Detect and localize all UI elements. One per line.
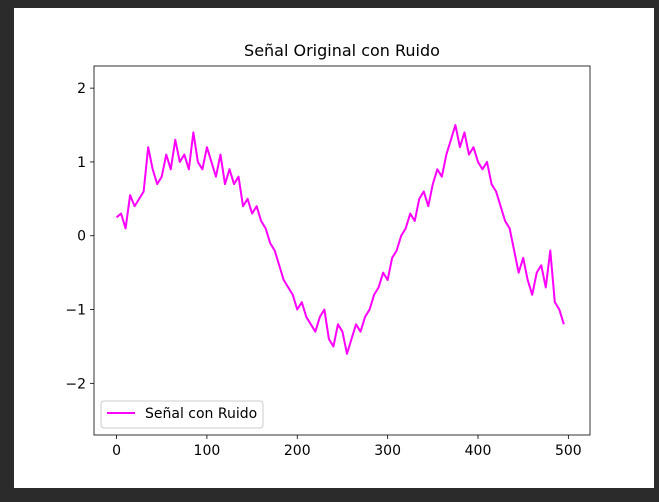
y-tick-label: −2 [65, 376, 86, 392]
chart-figure: 0 100 200 300 400 500 −2 −1 0 1 2 Señal Original … [14, 8, 654, 488]
legend: Señal con Ruido [100, 400, 264, 429]
x-tick-label: 200 [284, 443, 311, 459]
x-axis: 0 100 200 300 400 500 [112, 435, 582, 459]
legend-box [100, 400, 264, 429]
x-tick-label: 300 [374, 443, 401, 459]
noisy-signal-chart: 0 100 200 300 400 500 −2 −1 0 1 2 Señal Original … [65, 41, 591, 459]
y-tick-label: 0 [77, 229, 86, 245]
x-tick-label: 500 [555, 443, 582, 459]
axes-frame [93, 65, 591, 436]
y-tick-label: 1 [77, 155, 86, 171]
x-tick-label: 400 [465, 443, 492, 459]
series-line-0 [115, 124, 565, 355]
line-layer [115, 124, 565, 355]
legend-label: Señal con Ruido [145, 406, 257, 422]
x-tick-label: 0 [112, 443, 121, 459]
x-tick-label: 100 [194, 443, 221, 459]
chart-title: Señal Original con Ruido [244, 41, 440, 60]
y-tick-label: −1 [65, 303, 86, 319]
y-axis: −2 −1 0 1 2 [65, 81, 94, 392]
y-tick-label: 2 [77, 81, 86, 97]
